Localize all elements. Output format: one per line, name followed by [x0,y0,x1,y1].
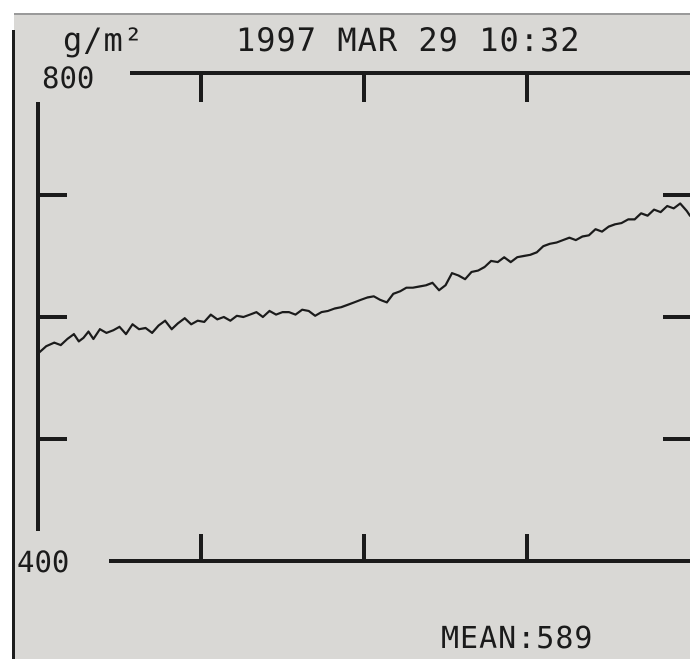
chart-panel [14,15,690,659]
unit-label: g/m² [63,21,145,59]
mean-label: MEAN:589 [441,621,594,656]
timestamp-label: 1997 MAR 29 10:32 [236,21,581,59]
series-line-0 [36,202,690,355]
chart-axes [36,71,690,563]
panel-top-border [14,13,690,15]
y-max-label: 800 [42,61,95,95]
y-min-label: 400 [17,545,70,579]
chart-series [36,202,690,355]
panel-left-border [12,30,15,659]
